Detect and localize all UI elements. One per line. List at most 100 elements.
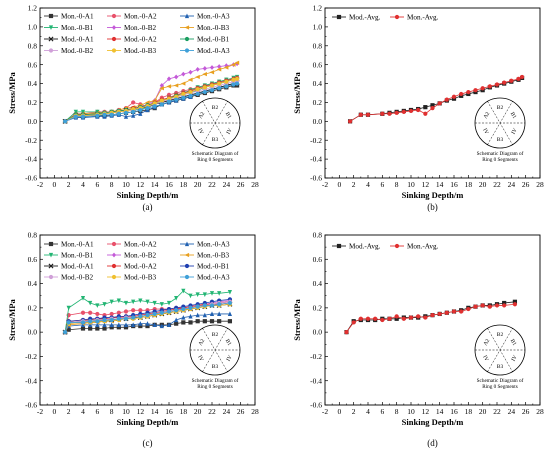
legend-marker xyxy=(184,48,190,53)
y-axis-title: Stress/MPa xyxy=(292,72,302,114)
data-point xyxy=(166,84,172,89)
inset-segment-label: IV xyxy=(481,354,489,362)
x-tick-label: 20 xyxy=(479,180,487,189)
data-point xyxy=(494,82,500,87)
y-tick-label: -0.4 xyxy=(310,155,322,164)
x-tick-label: 4 xyxy=(366,180,370,189)
y-tick-label: 0.8 xyxy=(28,41,38,50)
data-point xyxy=(138,321,143,326)
x-tick-label: 10 xyxy=(122,407,130,416)
legend-label: Mod.-0-B2 xyxy=(61,47,94,55)
x-tick-label: 28 xyxy=(536,407,544,416)
data-point xyxy=(195,319,200,324)
data-point xyxy=(217,311,222,317)
legend-label: Mon.-0-A2 xyxy=(124,241,157,249)
y-tick-label: 0.4 xyxy=(313,79,323,88)
data-point xyxy=(202,85,207,90)
legend-marker xyxy=(48,252,54,258)
data-point xyxy=(95,303,100,308)
legend-marker xyxy=(394,14,400,20)
legend-label: Mod.-0-A3 xyxy=(197,47,230,55)
x-tick-label: 18 xyxy=(180,407,188,416)
data-point xyxy=(174,296,179,301)
data-point xyxy=(95,322,100,327)
x-tick-label: 16 xyxy=(450,407,458,416)
legend-label: Mon.-0-B3 xyxy=(197,24,230,32)
legend-label: Mon.-0-A2 xyxy=(124,13,157,21)
data-point xyxy=(437,311,442,317)
inset-segment-label: B1 xyxy=(509,338,518,347)
y-tick-label: 0.8 xyxy=(313,41,323,50)
legend-marker xyxy=(184,252,190,258)
y-tick-label: 0.0 xyxy=(313,117,323,126)
data-point xyxy=(159,323,164,329)
data-point xyxy=(209,319,215,324)
panel-caption: (d) xyxy=(427,438,438,448)
data-point xyxy=(188,93,193,98)
data-point xyxy=(174,97,179,102)
data-point xyxy=(380,111,385,116)
legend-label: Mon.-Avg. xyxy=(407,243,439,251)
y-tick-label: 0.4 xyxy=(28,279,38,288)
data-point xyxy=(116,322,121,327)
legend-label: Mon.-0-B2 xyxy=(124,252,157,260)
data-point xyxy=(166,309,172,314)
data-point xyxy=(380,317,385,323)
x-tick-label: 18 xyxy=(180,180,188,189)
data-point xyxy=(217,86,222,91)
panel-caption: (b) xyxy=(427,202,438,212)
x-tick-label: -2 xyxy=(37,180,43,189)
data-point xyxy=(195,87,200,92)
data-point xyxy=(365,316,371,321)
x-tick-label: 10 xyxy=(407,407,415,416)
x-tick-label: 8 xyxy=(395,407,399,416)
data-point xyxy=(459,91,464,97)
y-axis-title: Stress/MPa xyxy=(7,72,17,114)
inset-caption-line-2: Ring 0 Segments xyxy=(482,384,517,390)
x-tick-label: 2 xyxy=(67,407,71,416)
legend-marker xyxy=(111,241,117,247)
inset-segment-label: IV xyxy=(196,127,204,135)
y-tick-label: 0.0 xyxy=(28,117,38,126)
data-point xyxy=(145,323,150,329)
data-point xyxy=(88,326,93,331)
data-point xyxy=(223,65,229,70)
legend-label: Mod.-0-B1 xyxy=(197,36,230,44)
inset-caption-line-2: Ring 0 Segments xyxy=(197,157,232,163)
y-tick-label: -0.2 xyxy=(310,136,322,145)
data-point xyxy=(123,309,129,314)
panel-caption: (c) xyxy=(143,438,153,448)
data-point xyxy=(387,316,392,321)
data-point xyxy=(123,325,129,330)
data-point xyxy=(365,112,371,117)
x-tick-label: 24 xyxy=(508,407,516,416)
y-tick-label: 0.0 xyxy=(28,328,38,337)
data-point xyxy=(181,91,186,97)
data-point xyxy=(66,320,71,325)
x-tick-label: -2 xyxy=(322,180,328,189)
data-point xyxy=(109,317,114,323)
x-tick-label: 2 xyxy=(67,180,71,189)
y-axis-title: Stress/MPa xyxy=(292,299,302,341)
data-point xyxy=(408,108,414,114)
legend: Mod.-Avg. Mon.-Avg. xyxy=(332,243,439,251)
x-axis-title: Sinking Depth/m xyxy=(117,190,179,200)
data-point xyxy=(480,303,485,308)
x-tick-label: 8 xyxy=(110,180,114,189)
data-point xyxy=(466,306,471,312)
x-tick-label: 2 xyxy=(352,407,356,416)
data-point xyxy=(202,66,207,71)
data-point xyxy=(234,76,240,81)
data-point xyxy=(80,109,86,115)
legend-label: Mod.-0-A1 xyxy=(61,263,94,271)
data-point xyxy=(80,326,86,331)
y-tick-label: 1.2 xyxy=(28,4,38,13)
x-tick-label: 12 xyxy=(137,180,145,189)
data-point xyxy=(401,109,406,114)
data-point xyxy=(95,319,100,324)
data-point xyxy=(209,65,215,70)
data-point xyxy=(88,319,93,324)
x-tick-label: 0 xyxy=(52,407,56,416)
